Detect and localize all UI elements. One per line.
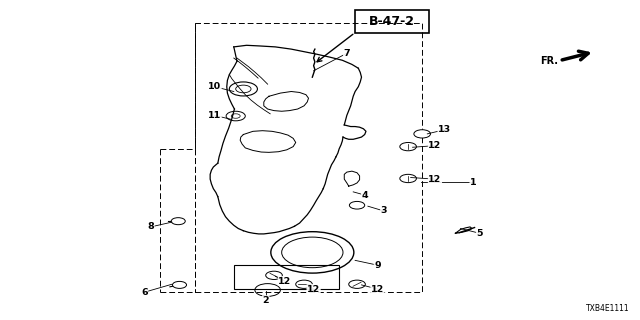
Circle shape <box>296 280 312 288</box>
Text: 12: 12 <box>278 276 291 285</box>
Circle shape <box>266 271 282 279</box>
Text: 10: 10 <box>208 82 221 91</box>
Text: 12: 12 <box>428 141 442 150</box>
Circle shape <box>349 280 365 288</box>
Circle shape <box>400 142 417 151</box>
Text: TXB4E1111: TXB4E1111 <box>586 304 630 313</box>
Circle shape <box>172 218 185 225</box>
Text: 13: 13 <box>438 125 451 134</box>
Circle shape <box>173 281 186 288</box>
Text: 8: 8 <box>147 222 154 231</box>
Text: 12: 12 <box>307 284 320 293</box>
Bar <box>355 10 429 33</box>
Text: 11: 11 <box>208 111 221 120</box>
Text: 12: 12 <box>371 284 384 293</box>
Text: 5: 5 <box>476 229 483 238</box>
Text: 2: 2 <box>262 296 269 305</box>
Text: 6: 6 <box>141 288 148 297</box>
Text: 3: 3 <box>381 206 387 215</box>
Text: 7: 7 <box>344 49 350 58</box>
Text: 4: 4 <box>362 190 368 200</box>
Text: B-47-2: B-47-2 <box>369 15 415 28</box>
Circle shape <box>400 174 417 183</box>
Bar <box>234 265 339 289</box>
Circle shape <box>414 130 431 138</box>
Text: 1: 1 <box>470 178 477 187</box>
Text: 9: 9 <box>374 261 381 270</box>
Text: FR.: FR. <box>540 56 558 66</box>
Bar <box>195 23 422 292</box>
Text: 12: 12 <box>428 175 442 184</box>
